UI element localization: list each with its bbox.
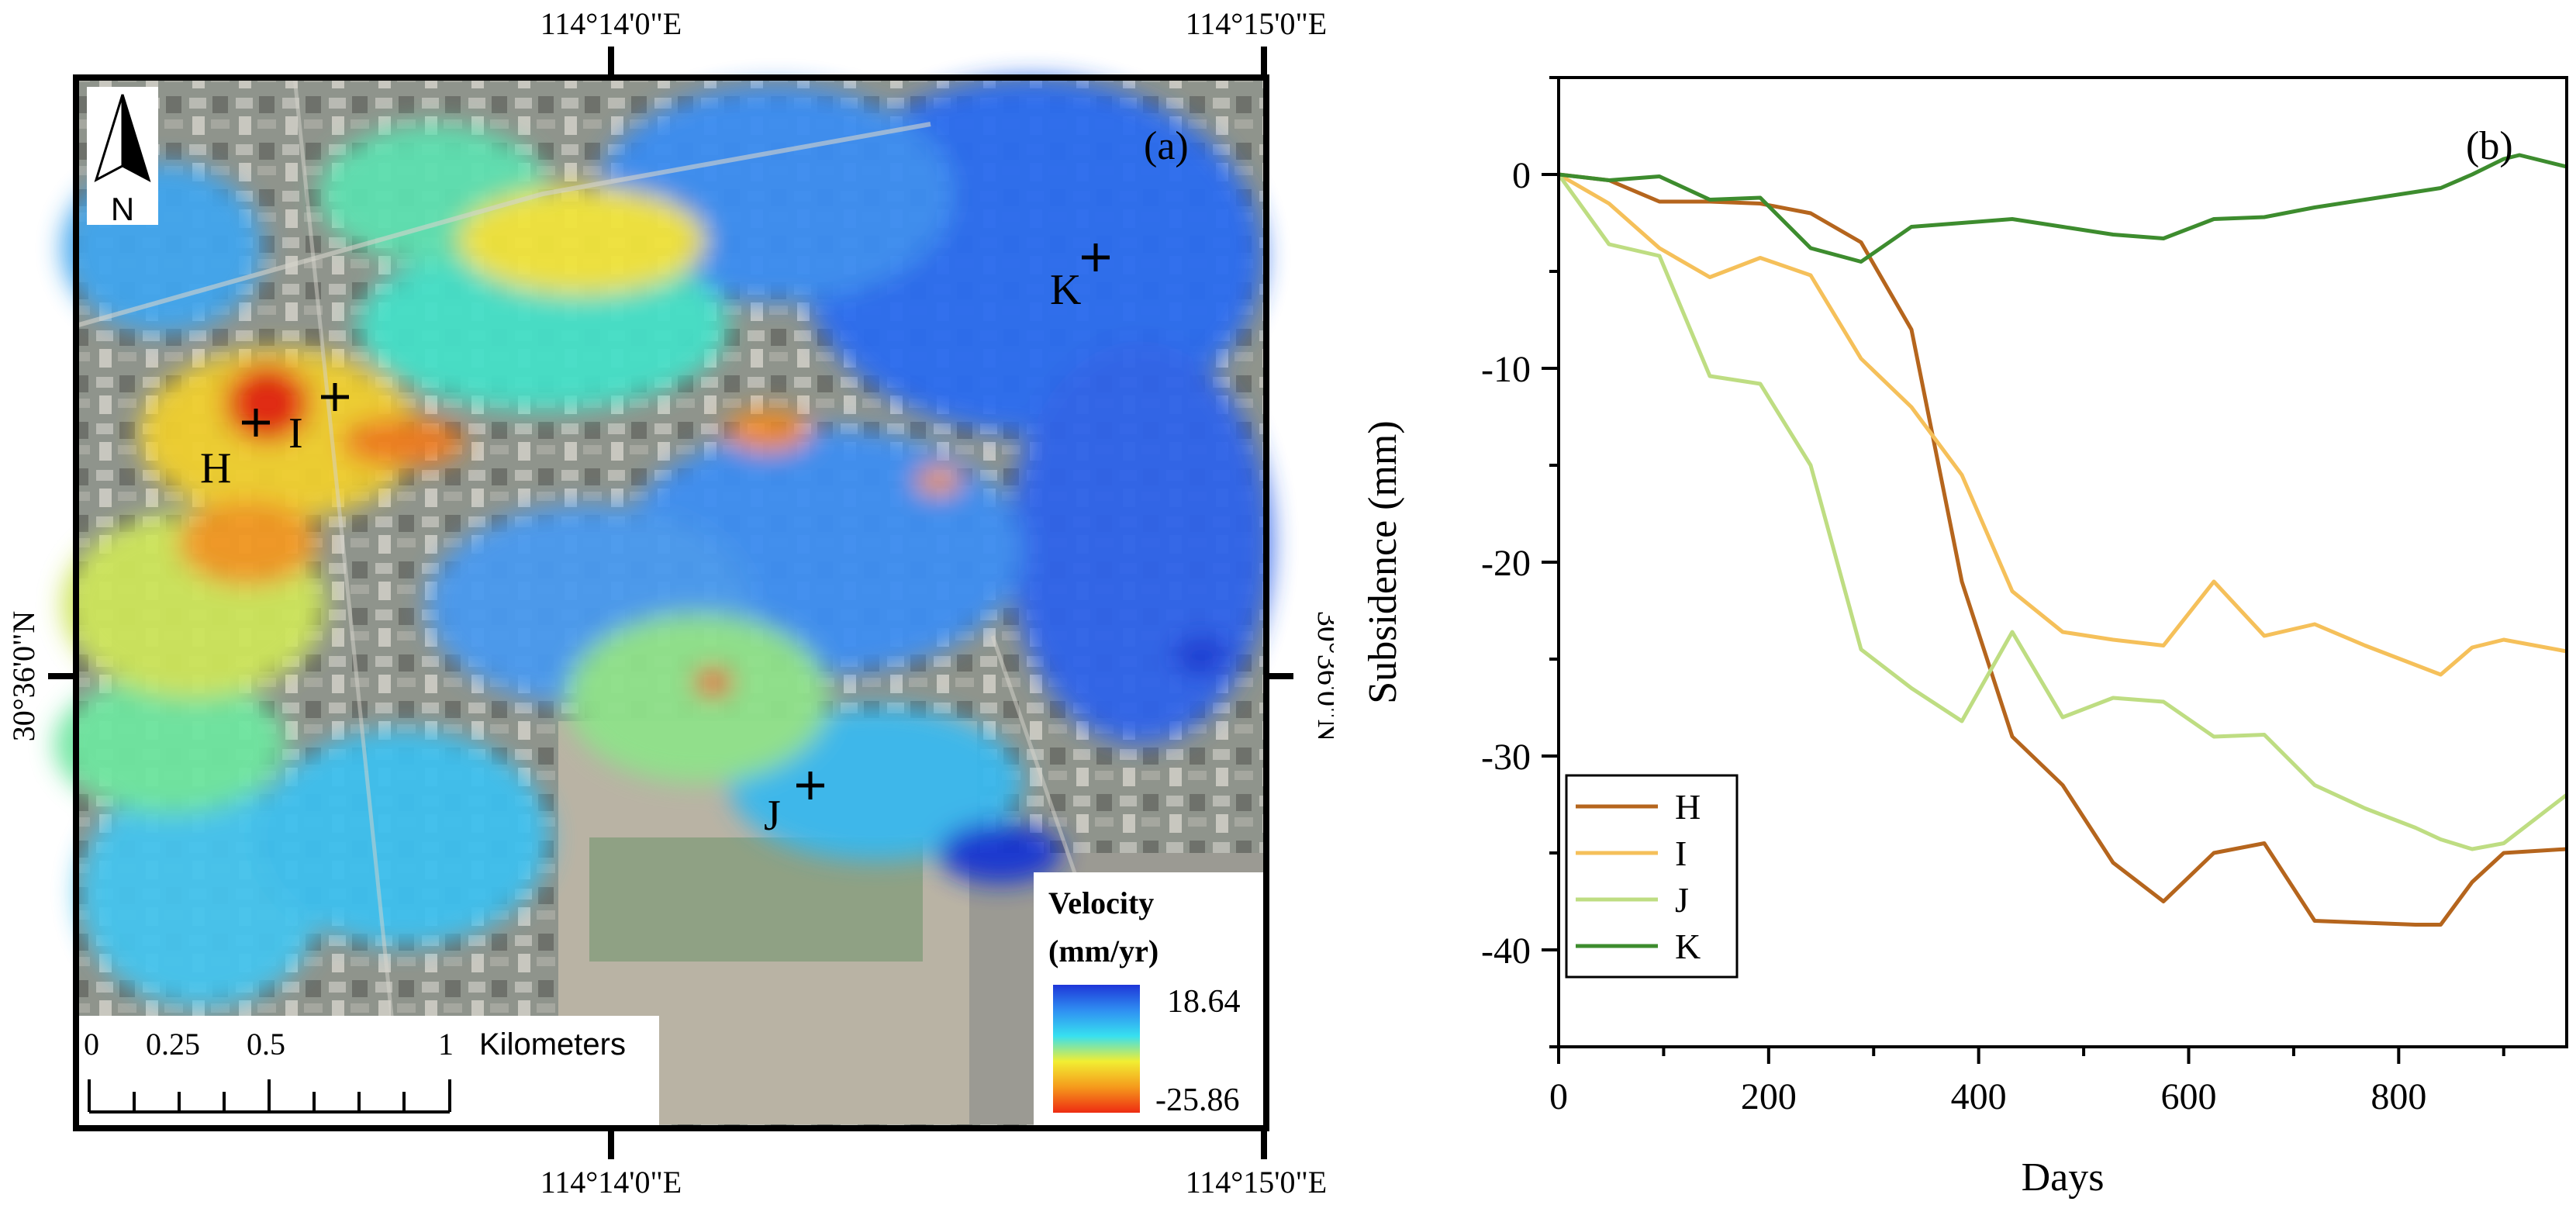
series-line-K — [1558, 153, 2567, 264]
north-label: N — [111, 191, 134, 227]
point-marker-J: J — [764, 772, 824, 840]
coord-bottom-left: 114°14'0"E — [540, 1165, 682, 1200]
scale-tick-0: 0 — [84, 1027, 99, 1062]
y-tick-label: -10 — [1481, 349, 1531, 390]
scale-tick-1: 1 — [438, 1027, 454, 1062]
y-tick-label: -20 — [1481, 543, 1531, 584]
x-tick-label: 600 — [2161, 1076, 2217, 1117]
legend-box — [1565, 774, 1739, 979]
x-tick-label: 400 — [1951, 1076, 2007, 1117]
coord-right: 30°36'0"N — [1311, 611, 1334, 741]
scale-tick-025: 0.25 — [146, 1027, 200, 1062]
legend-color-ramp — [1053, 985, 1140, 1113]
north-arrow-icon — [121, 94, 151, 183]
scale-unit: Kilometers — [479, 1027, 626, 1062]
legend-label-K: K — [1675, 927, 1701, 966]
point-label-H: H — [200, 444, 231, 492]
map-frame — [73, 74, 1269, 1131]
series-line-J — [1556, 173, 2568, 851]
chart-panel-label: (b) — [2466, 124, 2513, 168]
series-line-H — [1558, 172, 2567, 927]
legend-label-J: J — [1675, 880, 1689, 920]
coord-top-right: 114°15'0"E — [1186, 6, 1327, 41]
point-marker-I: I — [288, 383, 349, 457]
point-marker-K: K — [1050, 243, 1110, 314]
point-label-I: I — [288, 409, 303, 457]
map-panel: N (a) H I J K Velocity (mm/yr) 18.64 -25… — [6, 6, 1334, 1200]
point-label-J: J — [764, 792, 781, 840]
north-arrow: N — [87, 87, 158, 227]
scale-bar: 0 0.25 0.5 1 Kilometers — [76, 1016, 659, 1128]
x-tick-label: 200 — [1741, 1076, 1797, 1117]
y-tick-label: -40 — [1481, 931, 1531, 972]
legend-label-H: H — [1675, 787, 1701, 827]
legend-min: -25.86 — [1155, 1082, 1240, 1118]
x-tick-label: 800 — [2371, 1076, 2426, 1117]
legend-max: 18.64 — [1167, 984, 1241, 1020]
point-label-K: K — [1050, 266, 1081, 314]
coord-bottom-right: 114°15'0"E — [1186, 1165, 1327, 1200]
legend-title-line1: Velocity — [1048, 886, 1154, 920]
scale-tick-05: 0.5 — [247, 1027, 285, 1062]
legend-label-I: I — [1675, 834, 1687, 873]
series-line-I — [1557, 172, 2567, 677]
coord-left: 30°36'0"N — [6, 611, 41, 741]
point-marker-H: H — [200, 409, 270, 492]
y-tick-label: 0 — [1512, 155, 1531, 196]
coord-top-left: 114°14'0"E — [540, 6, 682, 41]
x-axis-title: Days — [2022, 1155, 2105, 1200]
y-tick-label: -30 — [1481, 737, 1531, 778]
y-axis-title: Subsidence (mm) — [1361, 420, 1405, 703]
velocity-legend: Velocity (mm/yr) 18.64 -25.86 — [1034, 872, 1266, 1128]
legend-title-line2: (mm/yr) — [1048, 934, 1159, 968]
map-panel-label: (a) — [1144, 124, 1189, 168]
subsidence-chart: 0 -10 -20 -30 -40 0 200 400 600 800 (b) Subsidenc… — [1361, 76, 2568, 1200]
x-tick-label: 0 — [1549, 1076, 1568, 1117]
